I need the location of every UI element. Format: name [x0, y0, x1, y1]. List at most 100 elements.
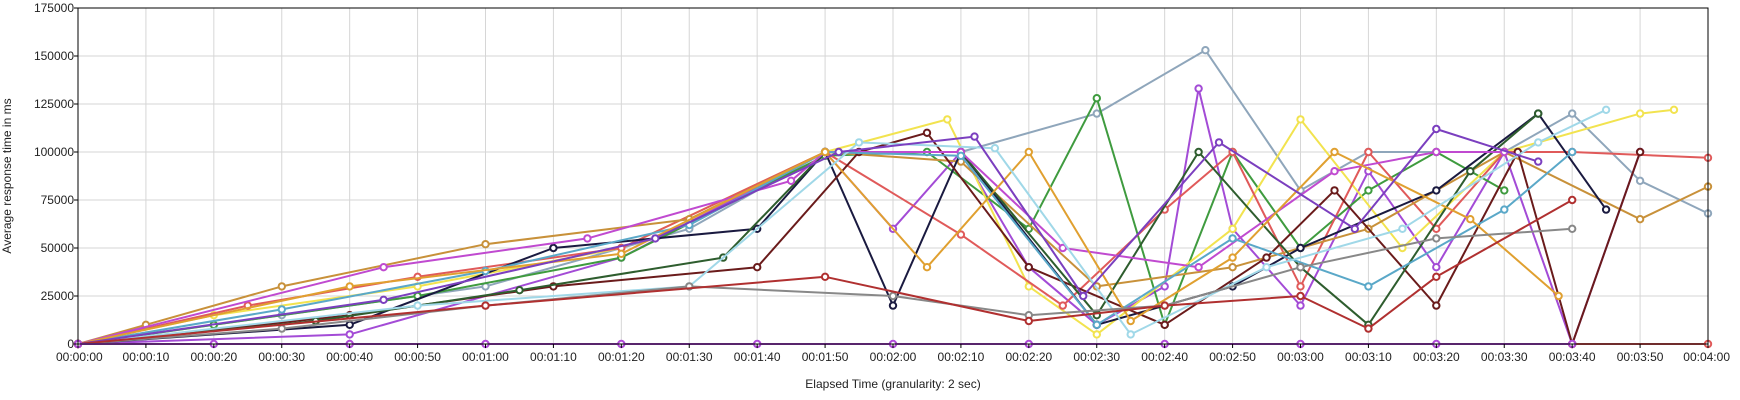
data-point[interactable]	[854, 138, 864, 147]
data-point[interactable]	[1364, 282, 1373, 291]
data-point[interactable]	[549, 243, 558, 253]
data-point[interactable]	[1228, 263, 1237, 272]
data-point[interactable]	[583, 234, 592, 243]
data-point[interactable]	[277, 282, 286, 291]
data-point[interactable]	[1024, 282, 1034, 291]
data-point[interactable]	[1330, 186, 1339, 195]
data-point[interactable]	[481, 240, 490, 249]
data-point[interactable]	[1669, 105, 1679, 115]
data-point[interactable]	[1364, 147, 1373, 157]
data-point[interactable]	[1432, 301, 1441, 310]
data-point[interactable]	[1296, 243, 1305, 253]
data-point[interactable]	[1126, 316, 1135, 326]
data-point[interactable]	[1500, 205, 1509, 214]
data-point[interactable]	[1601, 205, 1611, 214]
data-point[interactable]	[786, 176, 796, 186]
data-point[interactable]	[1160, 282, 1169, 291]
data-point[interactable]	[1350, 224, 1360, 234]
data-point[interactable]	[1635, 109, 1645, 118]
data-point[interactable]	[1432, 124, 1441, 134]
data-point[interactable]	[834, 147, 843, 157]
data-point[interactable]	[1092, 109, 1102, 118]
data-point[interactable]	[1214, 138, 1224, 147]
data-point[interactable]	[277, 324, 286, 333]
data-point[interactable]	[922, 263, 932, 272]
data-point[interactable]	[1058, 243, 1068, 253]
data-point[interactable]	[1296, 301, 1305, 310]
data-point[interactable]	[1296, 282, 1305, 291]
data-point[interactable]	[1092, 330, 1102, 339]
data-point[interactable]	[1635, 215, 1645, 224]
data-point[interactable]	[922, 128, 932, 138]
data-point[interactable]	[943, 115, 952, 124]
data-point[interactable]	[277, 305, 286, 314]
data-point[interactable]	[888, 301, 898, 310]
data-point[interactable]	[1500, 186, 1509, 195]
data-point[interactable]	[1201, 46, 1210, 55]
data-point[interactable]	[820, 147, 830, 157]
data-point[interactable]	[379, 263, 388, 272]
data-point[interactable]	[1330, 167, 1339, 176]
data-point[interactable]	[1364, 324, 1373, 333]
data-point[interactable]	[820, 272, 830, 281]
data-point[interactable]	[1432, 263, 1441, 272]
data-point[interactable]	[1296, 115, 1305, 124]
data-point[interactable]	[1364, 186, 1373, 195]
data-point[interactable]	[1398, 224, 1407, 234]
data-point[interactable]	[1568, 147, 1577, 157]
data-point[interactable]	[1601, 105, 1611, 115]
data-point[interactable]	[515, 286, 524, 295]
data-point[interactable]	[1432, 186, 1441, 195]
data-point[interactable]	[1534, 138, 1543, 147]
data-point[interactable]	[1534, 157, 1543, 166]
data-point[interactable]	[753, 263, 762, 272]
data-point[interactable]	[379, 295, 388, 304]
data-point[interactable]	[990, 144, 1000, 153]
data-point[interactable]	[1079, 291, 1088, 301]
data-point[interactable]	[1432, 272, 1441, 281]
data-point[interactable]	[1194, 84, 1203, 93]
data-point[interactable]	[1635, 176, 1645, 186]
data-point[interactable]	[1194, 147, 1203, 157]
data-point[interactable]	[413, 301, 422, 310]
data-point[interactable]	[970, 132, 979, 141]
data-point[interactable]	[1568, 195, 1577, 205]
data-point[interactable]	[956, 151, 966, 161]
data-point[interactable]	[1330, 147, 1339, 157]
data-point[interactable]	[956, 230, 966, 239]
data-point[interactable]	[1228, 234, 1237, 243]
data-point[interactable]	[888, 291, 898, 301]
data-point[interactable]	[1058, 301, 1068, 310]
data-point[interactable]	[1024, 263, 1034, 272]
data-point[interactable]	[1024, 316, 1034, 326]
data-point[interactable]	[1092, 320, 1102, 329]
data-point[interactable]	[1160, 301, 1169, 310]
data-point[interactable]	[1296, 291, 1305, 301]
data-point[interactable]	[651, 234, 660, 243]
data-point[interactable]	[1194, 263, 1203, 272]
data-point[interactable]	[1296, 263, 1305, 272]
data-point[interactable]	[1534, 109, 1543, 118]
data-point[interactable]	[345, 330, 354, 339]
data-point[interactable]	[1262, 253, 1271, 262]
data-point[interactable]	[1228, 253, 1237, 262]
data-point[interactable]	[1432, 147, 1441, 157]
data-point[interactable]	[1228, 224, 1237, 234]
data-point[interactable]	[345, 282, 354, 291]
data-point[interactable]	[1568, 109, 1577, 118]
data-point[interactable]	[617, 249, 626, 259]
data-point[interactable]	[1160, 320, 1169, 329]
x-tick-label: 00:02:20	[1005, 350, 1052, 364]
data-point[interactable]	[1262, 263, 1271, 272]
data-point[interactable]	[1635, 147, 1645, 157]
data-point[interactable]	[1568, 224, 1577, 234]
data-point[interactable]	[1432, 234, 1441, 243]
data-point[interactable]	[1024, 147, 1034, 157]
data-point[interactable]	[345, 320, 354, 329]
data-point[interactable]	[1126, 330, 1135, 339]
data-point[interactable]	[1554, 291, 1563, 301]
data-point[interactable]	[1466, 215, 1475, 224]
data-point[interactable]	[1092, 94, 1102, 103]
data-point[interactable]	[481, 301, 490, 310]
data-point[interactable]	[1466, 167, 1475, 176]
